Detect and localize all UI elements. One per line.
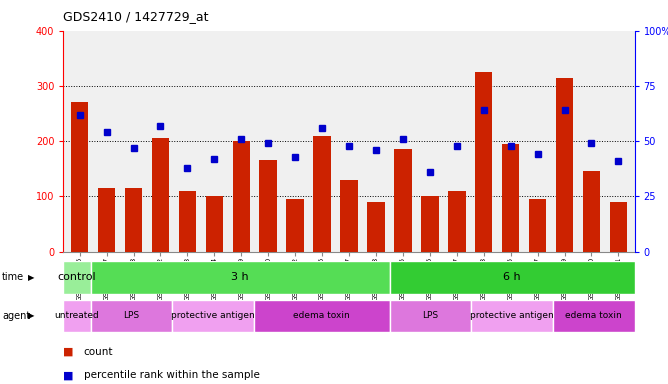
Bar: [313, 136, 331, 252]
Text: GDS2410 / 1427729_at: GDS2410 / 1427729_at: [63, 10, 209, 23]
Text: time: time: [2, 272, 24, 283]
Bar: [502, 144, 520, 252]
Text: 6 h: 6 h: [504, 272, 521, 283]
Bar: [610, 202, 627, 252]
Text: count: count: [84, 347, 113, 357]
Bar: [63, 261, 91, 294]
Text: LPS: LPS: [124, 311, 140, 320]
Bar: [394, 149, 411, 252]
Text: LPS: LPS: [423, 311, 439, 320]
Text: agent: agent: [2, 311, 30, 321]
Bar: [71, 103, 88, 252]
Bar: [63, 300, 91, 332]
Bar: [254, 300, 390, 332]
Bar: [259, 161, 277, 252]
Bar: [475, 72, 492, 252]
Text: protective antigen: protective antigen: [470, 311, 554, 320]
Bar: [287, 199, 304, 252]
Bar: [367, 202, 385, 252]
Text: ■: ■: [63, 370, 74, 380]
Text: edema toxin: edema toxin: [565, 311, 622, 320]
Bar: [206, 196, 223, 252]
Text: ▶: ▶: [28, 273, 35, 282]
Text: protective antigen: protective antigen: [171, 311, 255, 320]
Bar: [152, 138, 169, 252]
Text: ▶: ▶: [28, 311, 35, 320]
Bar: [232, 141, 250, 252]
Text: percentile rank within the sample: percentile rank within the sample: [84, 370, 259, 380]
Bar: [91, 261, 390, 294]
Bar: [390, 261, 635, 294]
Bar: [582, 172, 601, 252]
Bar: [390, 300, 472, 332]
Bar: [125, 188, 142, 252]
Text: 3 h: 3 h: [231, 272, 249, 283]
Bar: [556, 78, 573, 252]
Bar: [421, 196, 439, 252]
Bar: [340, 180, 358, 252]
Text: untreated: untreated: [55, 311, 100, 320]
Text: edema toxin: edema toxin: [293, 311, 350, 320]
Bar: [553, 300, 635, 332]
Bar: [98, 188, 116, 252]
Bar: [178, 191, 196, 252]
Bar: [448, 191, 466, 252]
Bar: [529, 199, 546, 252]
Text: ■: ■: [63, 347, 74, 357]
Bar: [172, 300, 254, 332]
Text: control: control: [57, 272, 96, 283]
Bar: [91, 300, 172, 332]
Bar: [472, 300, 553, 332]
